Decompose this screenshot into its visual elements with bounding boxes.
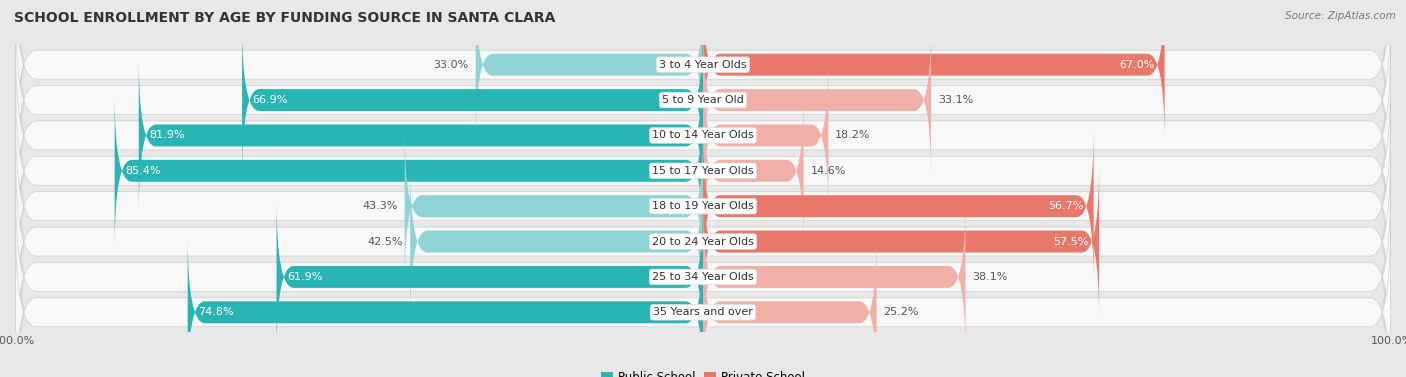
Text: SCHOOL ENROLLMENT BY AGE BY FUNDING SOURCE IN SANTA CLARA: SCHOOL ENROLLMENT BY AGE BY FUNDING SOUR… — [14, 11, 555, 25]
FancyBboxPatch shape — [703, 58, 828, 213]
FancyBboxPatch shape — [17, 8, 1389, 192]
Text: 25 to 34 Year Olds: 25 to 34 Year Olds — [652, 272, 754, 282]
FancyBboxPatch shape — [15, 44, 1391, 227]
FancyBboxPatch shape — [242, 23, 703, 178]
Text: 81.9%: 81.9% — [149, 130, 184, 141]
Text: 74.8%: 74.8% — [198, 307, 233, 317]
Text: 56.7%: 56.7% — [1047, 201, 1083, 211]
FancyBboxPatch shape — [703, 23, 931, 178]
Text: 66.9%: 66.9% — [253, 95, 288, 105]
Text: 42.5%: 42.5% — [368, 236, 404, 247]
FancyBboxPatch shape — [17, 150, 1389, 333]
Text: 18.2%: 18.2% — [835, 130, 870, 141]
Text: 20 to 24 Year Olds: 20 to 24 Year Olds — [652, 236, 754, 247]
FancyBboxPatch shape — [15, 8, 1391, 192]
FancyBboxPatch shape — [17, 185, 1389, 368]
Text: 33.0%: 33.0% — [433, 60, 468, 70]
FancyBboxPatch shape — [703, 129, 1094, 284]
FancyBboxPatch shape — [115, 93, 703, 248]
Text: 18 to 19 Year Olds: 18 to 19 Year Olds — [652, 201, 754, 211]
FancyBboxPatch shape — [277, 199, 703, 354]
Text: 61.9%: 61.9% — [287, 272, 322, 282]
FancyBboxPatch shape — [703, 164, 1099, 319]
FancyBboxPatch shape — [703, 93, 804, 248]
FancyBboxPatch shape — [187, 235, 703, 377]
FancyBboxPatch shape — [15, 115, 1391, 298]
Text: 10 to 14 Year Olds: 10 to 14 Year Olds — [652, 130, 754, 141]
FancyBboxPatch shape — [405, 129, 703, 284]
Text: 25.2%: 25.2% — [883, 307, 920, 317]
FancyBboxPatch shape — [17, 114, 1389, 297]
Text: 15 to 17 Year Olds: 15 to 17 Year Olds — [652, 166, 754, 176]
FancyBboxPatch shape — [15, 221, 1391, 377]
Text: 14.6%: 14.6% — [810, 166, 846, 176]
Text: 3 to 4 Year Olds: 3 to 4 Year Olds — [659, 60, 747, 70]
Text: Source: ZipAtlas.com: Source: ZipAtlas.com — [1285, 11, 1396, 21]
Legend: Public School, Private School: Public School, Private School — [596, 366, 810, 377]
FancyBboxPatch shape — [703, 199, 966, 354]
FancyBboxPatch shape — [17, 220, 1389, 377]
FancyBboxPatch shape — [703, 235, 876, 377]
FancyBboxPatch shape — [475, 0, 703, 142]
FancyBboxPatch shape — [17, 0, 1389, 156]
FancyBboxPatch shape — [17, 79, 1389, 262]
Text: 43.3%: 43.3% — [363, 201, 398, 211]
FancyBboxPatch shape — [411, 164, 703, 319]
FancyBboxPatch shape — [15, 79, 1391, 262]
Text: 38.1%: 38.1% — [973, 272, 1008, 282]
Text: 5 to 9 Year Old: 5 to 9 Year Old — [662, 95, 744, 105]
Text: 85.4%: 85.4% — [125, 166, 160, 176]
Text: 67.0%: 67.0% — [1119, 60, 1154, 70]
FancyBboxPatch shape — [15, 150, 1391, 333]
Text: 57.5%: 57.5% — [1053, 236, 1088, 247]
Text: 35 Years and over: 35 Years and over — [652, 307, 754, 317]
FancyBboxPatch shape — [703, 0, 1164, 142]
FancyBboxPatch shape — [17, 43, 1389, 227]
Text: 33.1%: 33.1% — [938, 95, 973, 105]
FancyBboxPatch shape — [15, 0, 1391, 156]
FancyBboxPatch shape — [15, 185, 1391, 369]
FancyBboxPatch shape — [139, 58, 703, 213]
